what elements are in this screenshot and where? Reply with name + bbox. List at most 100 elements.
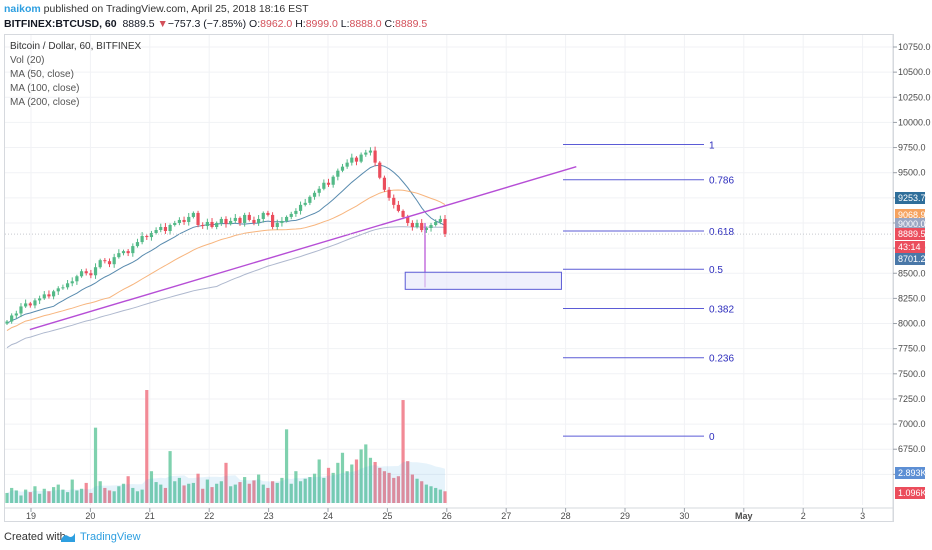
candle-body	[126, 251, 130, 254]
volume-bar	[196, 473, 200, 503]
price-axis[interactable]: 10750.0 10500.0 10250.0 10000.0 9750.0 9500.0…	[892, 35, 931, 522]
volume-bar	[5, 492, 9, 503]
time-tick-label: 26	[442, 511, 452, 521]
candle-body	[317, 188, 321, 193]
candle-body	[112, 257, 116, 265]
legend-item-ma50[interactable]: MA (50, close)	[10, 69, 74, 80]
candle-body	[229, 220, 233, 224]
volume-bar	[173, 481, 177, 503]
volume-bar	[233, 484, 237, 503]
legend-item-ma200[interactable]: MA (200, close)	[10, 97, 80, 108]
time-tick-label: 23	[264, 511, 274, 521]
volume-bar	[182, 485, 186, 503]
time-tick-label: 28	[561, 511, 571, 521]
price-tick-label: 10000.0	[898, 117, 931, 127]
volume-bar	[38, 493, 42, 503]
volume-bar	[261, 484, 265, 503]
time-axis[interactable]: 19 20 21 22 23 24 25 26 27 28 29 30 May 2 3	[5, 507, 893, 521]
price-badge-label: 1.096K	[898, 488, 927, 498]
author-link[interactable]: naikom	[4, 3, 41, 15]
volume-bar	[382, 471, 387, 503]
drawings[interactable]: 1 0.786 0.618 0.5 0.382 0.236 0	[5, 141, 893, 444]
published-text: published on TradingView.com, April 25, …	[40, 3, 309, 15]
fib-level-label: 0.236	[709, 354, 734, 365]
price-tick-label: 7250.0	[898, 394, 926, 404]
ohlc-line: BITFINEX:BTCUSD, 60 8889.5 ▼−757.3 (−7.8…	[4, 18, 427, 30]
volume-bar	[252, 480, 256, 503]
volume-bar	[14, 490, 18, 503]
volume-bar	[89, 492, 93, 503]
publish-line: naikom published on TradingView.com, Apr…	[4, 3, 309, 15]
volume-bar	[84, 482, 88, 503]
candle-body	[401, 210, 405, 217]
volume-bar	[266, 487, 270, 503]
price-badge	[895, 241, 925, 253]
candle-body	[159, 226, 163, 231]
candle-body	[5, 321, 9, 324]
volume-bar	[191, 482, 195, 503]
candle-body	[149, 233, 154, 238]
volume-bar	[79, 488, 84, 503]
volume-bar	[270, 481, 275, 503]
legend-item-vol[interactable]: Vol (20)	[10, 55, 45, 66]
ma50-line	[6, 164, 446, 324]
fib-level-label: 0.786	[709, 176, 734, 187]
volume-bar	[415, 478, 419, 503]
volume-bar	[65, 492, 70, 503]
time-tick-label: 3	[860, 511, 865, 521]
time-tick-label: 27	[501, 511, 511, 521]
price-badge	[895, 467, 925, 479]
volume-bar	[42, 488, 46, 503]
price-badge	[895, 218, 925, 230]
fib-level-label: 0.5	[709, 265, 723, 276]
candle-body	[434, 221, 438, 225]
volume-bar	[257, 474, 261, 503]
volume-bar	[420, 481, 424, 503]
price-badge-label: 8701.2	[898, 254, 926, 264]
candle-body	[61, 287, 65, 289]
volume-bar	[10, 487, 14, 503]
volume-bar	[51, 487, 56, 503]
volume-bar	[336, 462, 340, 503]
ma200-line	[6, 226, 446, 349]
candle-body	[303, 202, 307, 205]
volume-bar	[168, 451, 172, 503]
candle-body	[326, 182, 331, 185]
legend-item-ma100[interactable]: MA (100, close)	[10, 83, 80, 94]
volume-bar	[70, 479, 74, 503]
volume-bar	[135, 491, 140, 503]
candle-body	[368, 150, 373, 153]
high-value: 8999.0	[305, 18, 338, 30]
volume-bar	[131, 487, 135, 503]
volume-bar	[215, 483, 219, 503]
fib-level-label: 0.382	[709, 304, 734, 315]
price-badge-label: 43:14	[898, 242, 921, 252]
tradingview-brand[interactable]: TradingView	[80, 531, 141, 543]
tradingview-logo-icon[interactable]	[60, 530, 76, 544]
candle-body	[345, 162, 349, 167]
volume-bar	[149, 471, 154, 503]
volume-bar	[75, 490, 79, 503]
candle-body	[270, 214, 275, 227]
candle-body	[331, 176, 335, 185]
candle-body	[10, 315, 14, 322]
volume-bar	[434, 487, 438, 503]
low-value: 8888.0	[349, 18, 382, 30]
volume-bar	[289, 483, 293, 503]
candle-body	[443, 218, 447, 235]
candle-body	[205, 221, 209, 226]
volume-bar	[224, 462, 228, 503]
candle-body	[65, 283, 70, 288]
price-badge-label: 2.893K	[898, 468, 927, 478]
volume-bar	[359, 449, 363, 503]
volume-bar	[340, 452, 345, 503]
legend-title: Bitcoin / Dollar, 60, BITFINEX	[10, 41, 142, 52]
price-badge	[895, 487, 925, 499]
volume-bar	[56, 484, 60, 503]
candle-body	[392, 197, 396, 205]
candle-body	[364, 152, 368, 155]
candle-body	[233, 217, 237, 221]
candle-body	[33, 300, 37, 306]
time-tick-label: 22	[204, 511, 214, 521]
